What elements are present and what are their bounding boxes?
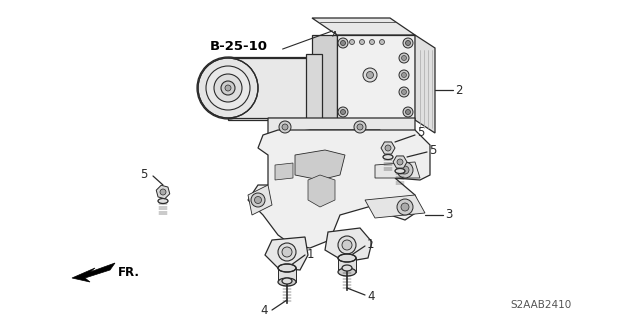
Circle shape: [160, 189, 166, 195]
Polygon shape: [228, 57, 320, 120]
Circle shape: [360, 40, 365, 44]
Polygon shape: [325, 228, 372, 262]
Text: 4: 4: [367, 290, 374, 302]
Polygon shape: [338, 258, 356, 272]
Circle shape: [367, 71, 374, 78]
Polygon shape: [278, 268, 296, 282]
Circle shape: [363, 68, 377, 82]
Circle shape: [278, 243, 296, 261]
Circle shape: [197, 57, 259, 119]
Text: 2: 2: [455, 84, 463, 97]
Text: S2AAB2410: S2AAB2410: [510, 300, 572, 310]
Polygon shape: [415, 35, 435, 133]
Polygon shape: [268, 118, 415, 135]
Polygon shape: [337, 35, 415, 120]
Circle shape: [357, 124, 363, 130]
Circle shape: [354, 121, 366, 133]
Text: 5: 5: [140, 167, 147, 181]
Polygon shape: [275, 163, 293, 180]
Polygon shape: [381, 142, 395, 154]
Polygon shape: [365, 195, 425, 218]
Circle shape: [338, 107, 348, 117]
Circle shape: [385, 145, 391, 151]
Polygon shape: [312, 18, 415, 35]
Text: 4: 4: [260, 305, 268, 317]
Ellipse shape: [338, 254, 356, 262]
Polygon shape: [312, 35, 337, 120]
Polygon shape: [295, 150, 345, 180]
Ellipse shape: [278, 278, 296, 286]
Polygon shape: [248, 130, 430, 248]
Circle shape: [338, 38, 348, 48]
Circle shape: [399, 70, 409, 80]
Circle shape: [282, 247, 292, 257]
Text: 1: 1: [367, 239, 374, 251]
Circle shape: [369, 40, 374, 44]
Polygon shape: [72, 263, 115, 282]
Circle shape: [403, 107, 413, 117]
Circle shape: [206, 66, 250, 110]
Circle shape: [401, 203, 409, 211]
Circle shape: [225, 85, 231, 91]
Text: 3: 3: [445, 209, 452, 221]
Circle shape: [198, 58, 258, 118]
Polygon shape: [375, 162, 420, 178]
Circle shape: [401, 56, 406, 61]
Text: FR.: FR.: [118, 265, 140, 278]
Ellipse shape: [158, 198, 168, 204]
Circle shape: [340, 109, 346, 115]
Ellipse shape: [282, 278, 292, 284]
Polygon shape: [393, 156, 407, 168]
Polygon shape: [306, 54, 322, 122]
Circle shape: [338, 236, 356, 254]
Polygon shape: [156, 185, 170, 199]
Ellipse shape: [342, 265, 352, 271]
Ellipse shape: [383, 154, 393, 160]
Circle shape: [214, 74, 242, 102]
Circle shape: [282, 124, 288, 130]
Circle shape: [401, 72, 406, 78]
Circle shape: [251, 193, 265, 207]
Circle shape: [380, 40, 385, 44]
Polygon shape: [308, 175, 335, 207]
Text: B-25-10: B-25-10: [210, 41, 268, 54]
Circle shape: [397, 199, 413, 215]
Circle shape: [279, 121, 291, 133]
Circle shape: [349, 40, 355, 44]
Ellipse shape: [395, 168, 405, 174]
Circle shape: [401, 90, 406, 94]
Circle shape: [401, 166, 409, 174]
Circle shape: [399, 87, 409, 97]
Circle shape: [406, 109, 410, 115]
Circle shape: [221, 81, 235, 95]
Text: 5: 5: [429, 144, 436, 157]
Circle shape: [403, 38, 413, 48]
Ellipse shape: [338, 268, 356, 276]
Polygon shape: [265, 237, 308, 270]
Circle shape: [255, 197, 262, 204]
Polygon shape: [228, 58, 318, 118]
Circle shape: [342, 240, 352, 250]
Circle shape: [397, 162, 413, 178]
Circle shape: [340, 41, 346, 46]
Ellipse shape: [278, 264, 296, 272]
Text: 5: 5: [417, 127, 424, 139]
Polygon shape: [248, 185, 272, 215]
Circle shape: [399, 53, 409, 63]
Circle shape: [406, 41, 410, 46]
Circle shape: [397, 159, 403, 165]
Text: 1: 1: [307, 248, 314, 261]
